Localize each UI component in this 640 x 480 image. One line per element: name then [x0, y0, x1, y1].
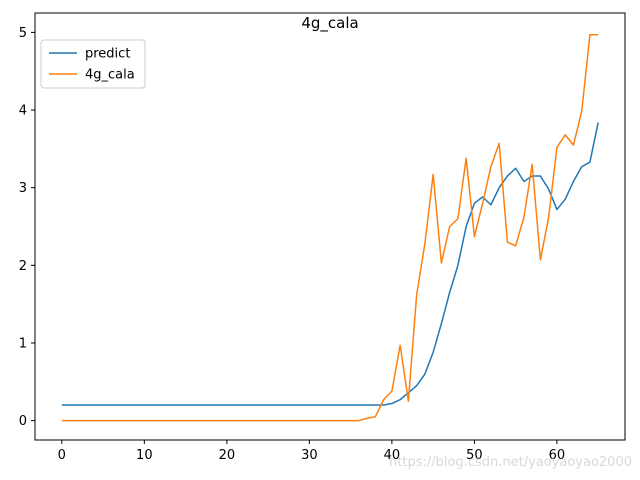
x-tick-label: 40 [384, 448, 401, 463]
legend-label-1: predict [85, 47, 130, 62]
x-tick-label: 50 [466, 448, 483, 463]
x-tick-label: 30 [301, 448, 318, 463]
x-tick-label: 10 [136, 448, 153, 463]
watermark-text: https://blog.csdn.net/yaoyaoyao2000 [389, 455, 632, 470]
x-tick-label: 20 [219, 448, 236, 463]
legend: predict 4g_cala [40, 39, 146, 89]
series-line-2 [61, 33, 599, 422]
y-tick-label: 0 [19, 414, 27, 429]
axes-layer: 0 10 20 30 40 50 60 0 1 2 3 4 5 [19, 12, 626, 463]
y-tick-label: 2 [19, 259, 27, 274]
x-tick-label: 0 [58, 448, 66, 463]
series-line-1 [61, 122, 599, 406]
chart-title: 4g_cala [301, 14, 358, 33]
y-tick-label: 1 [19, 336, 27, 351]
y-tick-label: 4 [19, 104, 27, 119]
y-tick-label: 3 [19, 181, 27, 196]
legend-label-2: 4g_cala [85, 68, 135, 83]
x-tick-label: 60 [549, 448, 566, 463]
axes-frame [34, 12, 626, 441]
legend-box [40, 39, 146, 89]
series-layer [61, 33, 599, 422]
y-tick-label: 5 [19, 26, 27, 41]
